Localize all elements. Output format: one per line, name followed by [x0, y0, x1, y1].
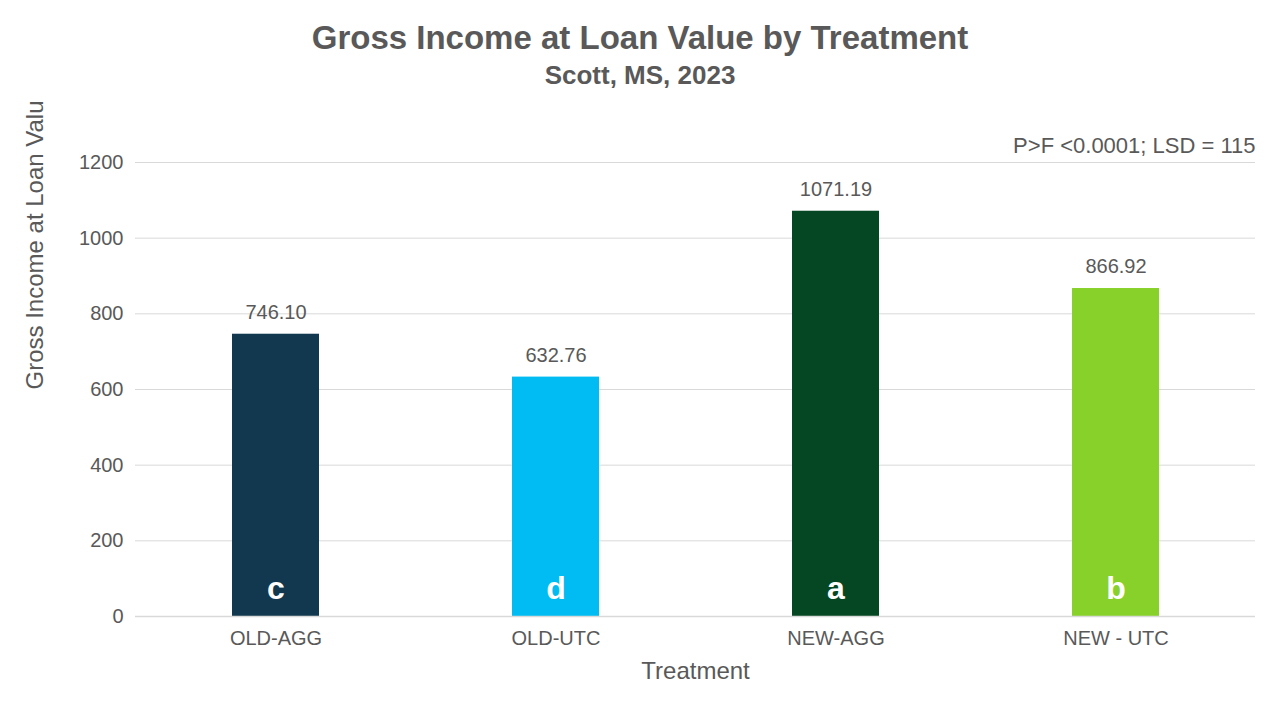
svg-text:0: 0 — [112, 605, 123, 627]
svg-text:1071.19: 1071.19 — [800, 178, 872, 200]
svg-text:200: 200 — [90, 529, 123, 551]
html-text:Gross Income at Loan Value by: Gross Income at Loan Value by Treatment — [311, 19, 969, 56]
svg-text:P>F <0.0001; LSD = 115: P>F <0.0001; LSD = 115 — [1013, 133, 1255, 158]
svg-text:NEW - UTC: NEW - UTC — [1063, 627, 1169, 649]
svg-text:866.92: 866.92 — [1085, 255, 1146, 277]
svg-text:800: 800 — [90, 302, 123, 324]
html-text:Scott, MS, 2023: Scott, MS, 2023 — [544, 60, 736, 90]
svg-text:OLD-AGG: OLD-AGG — [230, 627, 322, 649]
svg-text:c: c — [267, 570, 285, 606]
svg-text:632.76: 632.76 — [525, 344, 586, 366]
svg-text:600: 600 — [90, 378, 123, 400]
svg-text:1200: 1200 — [79, 151, 124, 173]
svg-text:1000: 1000 — [79, 227, 124, 249]
svg-text:746.10: 746.10 — [245, 301, 306, 323]
svg-text:d: d — [546, 570, 566, 606]
svg-text:a: a — [827, 570, 845, 606]
svg-text:NEW-AGG: NEW-AGG — [787, 627, 884, 649]
svg-text:400: 400 — [90, 454, 123, 476]
svg-text:b: b — [1106, 570, 1126, 606]
svg-text:Treatment: Treatment — [641, 657, 750, 684]
svg-text:Gross Income at Loan Value ($/: Gross Income at Loan Value ($/acre) — [21, 100, 48, 390]
svg-text:OLD-UTC: OLD-UTC — [512, 627, 601, 649]
